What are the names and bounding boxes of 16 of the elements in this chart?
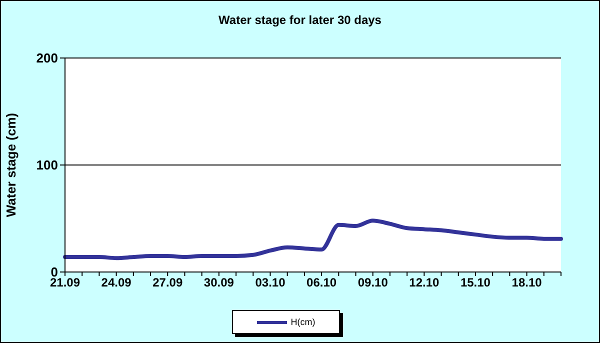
x-tick-label: 12.10 xyxy=(409,276,440,290)
x-tick-label: 24.09 xyxy=(101,276,132,290)
x-tick-label: 21.09 xyxy=(50,276,80,290)
legend-label: H(cm) xyxy=(290,317,316,327)
x-tick-label: 03.10 xyxy=(255,276,286,290)
line-series xyxy=(63,218,563,260)
chart-title: Water stage for later 30 days xyxy=(218,13,382,27)
x-tick-label: 06.10 xyxy=(306,276,337,290)
x-tick-label: 15.10 xyxy=(460,276,491,290)
x-tick-label: 27.09 xyxy=(152,276,183,290)
x-tick-label: 30.09 xyxy=(204,276,234,290)
y-tick-label: 200 xyxy=(36,50,58,66)
y-axis-title: Water stage (cm) xyxy=(4,112,19,218)
x-tick-label: 18.10 xyxy=(512,276,542,290)
x-tick-label: 09.10 xyxy=(358,276,388,290)
y-tick-label: 100 xyxy=(36,158,58,173)
